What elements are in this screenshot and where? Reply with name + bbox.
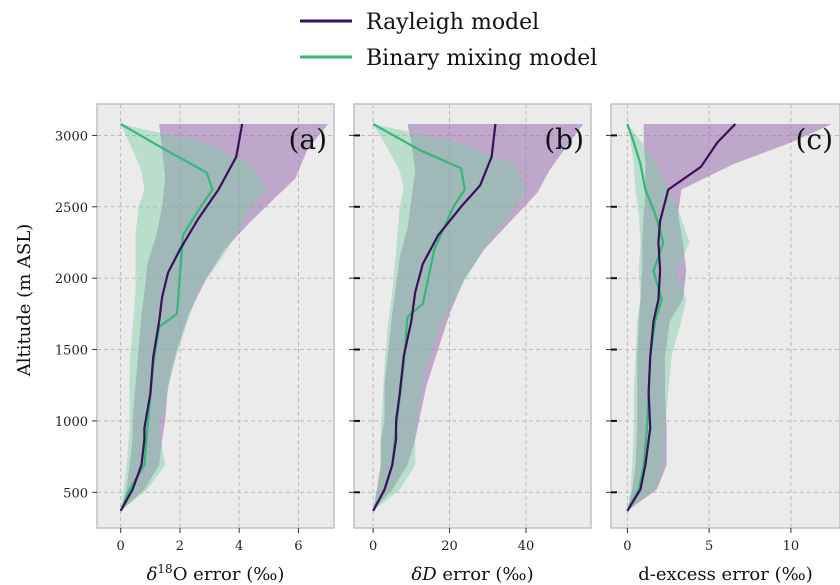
series-line-binary-mixing — [119, 123, 214, 512]
panel-frame — [610, 103, 840, 529]
x-axis-label: δ18O error (‰) — [147, 562, 285, 585]
panel-a: 0 2 4 6 500 1000 1500 2000 2500 3000 (a) δ18O error… — [55, 103, 335, 585]
y-tick-label: 2500 — [55, 201, 88, 216]
x-axis-label: δD error (‰) — [411, 564, 533, 585]
data-layer — [372, 123, 584, 512]
panel-label: (b) — [544, 123, 584, 156]
band-binary-mixing — [373, 123, 527, 511]
series-line-binary-mixing — [626, 123, 665, 512]
panel-label: (c) — [795, 123, 833, 156]
band-binary-mixing — [120, 123, 266, 511]
band-rayleigh — [120, 123, 329, 511]
x-tick-label: 10 — [783, 539, 800, 554]
x-tick-label: 0 — [369, 539, 377, 554]
x-tick-label: 5 — [705, 539, 713, 554]
data-layer — [626, 123, 832, 512]
legend-label-rayleigh: Rayleigh model — [366, 10, 539, 35]
x-tick-label: 2 — [176, 539, 184, 554]
x-tick-label: 40 — [518, 539, 535, 554]
legend: Rayleigh model Binary mixing model — [300, 10, 597, 71]
series-line-rayleigh — [119, 123, 244, 512]
panel-frame — [96, 103, 335, 529]
series-line-rayleigh — [626, 123, 737, 512]
y-axis-label: Altitude (m ASL) — [14, 224, 35, 378]
band-binary-mixing — [627, 123, 690, 511]
panel-b: 0 20 40 (b) δD error (‰) — [349, 103, 592, 585]
series-line-rayleigh — [372, 123, 497, 512]
panel-c: 0 5 10 (c) d-excess error (‰) — [606, 103, 840, 585]
y-tick-label: 1000 — [55, 415, 88, 430]
band-rayleigh — [373, 123, 584, 511]
y-tick-label: 1500 — [55, 344, 88, 359]
legend-label-binary-mixing: Binary mixing model — [366, 46, 597, 71]
data-layer — [119, 123, 329, 512]
x-tick-label: 20 — [441, 539, 458, 554]
y-tick-label: 3000 — [55, 129, 88, 144]
x-tick-label: 6 — [294, 539, 302, 554]
y-tick-label: 500 — [63, 486, 88, 501]
panel-frame — [353, 103, 592, 529]
x-tick-label: 0 — [623, 539, 631, 554]
x-tick-label: 0 — [117, 539, 125, 554]
panel-label: (a) — [288, 123, 327, 156]
x-tick-label: 4 — [235, 539, 243, 554]
x-axis-label: d-excess error (‰) — [638, 564, 813, 585]
band-rayleigh — [627, 123, 832, 511]
y-tick-label: 2000 — [55, 272, 88, 287]
